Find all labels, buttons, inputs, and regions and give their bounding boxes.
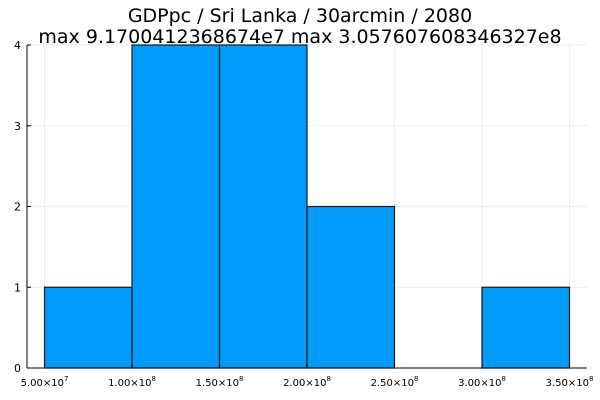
x-tick-label: 1.50×108 (196, 375, 244, 389)
histogram-bar (481, 286, 571, 369)
x-tick-label: 2.50×108 (371, 375, 419, 389)
x-tick-label: 2.00×108 (283, 375, 331, 389)
y-tick-label: 3 (14, 120, 21, 133)
y-tick-label: 2 (14, 201, 21, 214)
x-tick-label: 1.00×108 (108, 375, 156, 389)
axes (26, 44, 587, 369)
y-tick-label: 0 (14, 362, 21, 375)
x-tick-label: 3.50×108 (546, 375, 594, 389)
histogram-bar (43, 286, 133, 369)
histogram-bars (43, 44, 571, 369)
histogram-bar (306, 205, 396, 369)
y-tick-label: 4 (14, 39, 21, 52)
x-tick-label: 5.00×107 (21, 375, 69, 389)
chart-title-line-2: max 9.1700412368674e7 max 3.057607608346… (38, 26, 562, 48)
x-tick-label: 3.00×108 (458, 375, 506, 389)
chart-title-line-1: GDPpc / Sri Lanka / 30arcmin / 2080 (127, 5, 473, 27)
y-tick-label: 1 (14, 281, 21, 294)
histogram-bar (131, 44, 221, 369)
histogram-bar (218, 44, 308, 369)
tick-labels: 0 1 2 3 4 5.00×107 1.00×108 1.50×108 2.00×108 2.5… (14, 39, 593, 389)
